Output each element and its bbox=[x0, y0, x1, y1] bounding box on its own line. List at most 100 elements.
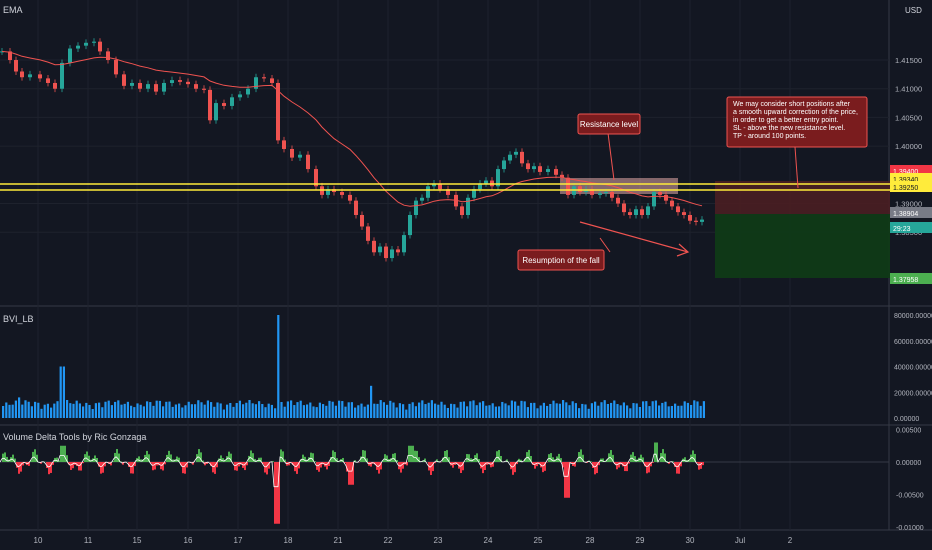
delta-bar bbox=[198, 449, 200, 462]
resistance-pointer bbox=[607, 132, 615, 181]
delta-bar bbox=[292, 462, 294, 465]
bvi-bar bbox=[107, 400, 110, 418]
delta-bar bbox=[192, 462, 194, 465]
delta-bar bbox=[330, 457, 332, 462]
resistance-callout[interactable] bbox=[577, 113, 641, 135]
delta-bar bbox=[700, 462, 702, 469]
bvi-bar bbox=[296, 402, 299, 418]
delta-bar bbox=[228, 451, 230, 462]
bvi-bar bbox=[280, 402, 283, 418]
delta-bar bbox=[18, 462, 20, 474]
bvi-bar bbox=[14, 400, 17, 418]
delta-bar bbox=[58, 460, 60, 462]
delta-bar bbox=[88, 455, 90, 462]
bvi-bar bbox=[242, 404, 245, 418]
bvi-bar bbox=[658, 405, 661, 418]
bvi-bar bbox=[462, 401, 465, 418]
bvi-tick-label: 80000.00000 bbox=[894, 313, 932, 320]
bvi-bar bbox=[203, 404, 206, 418]
bvi-bar bbox=[190, 404, 193, 418]
bvi-bar bbox=[440, 401, 443, 418]
delta-bar bbox=[276, 462, 278, 524]
delta-bar bbox=[264, 462, 266, 473]
bvi-bar bbox=[418, 402, 421, 418]
bvi-bar bbox=[197, 400, 200, 418]
delta-bar bbox=[98, 462, 100, 467]
bvi-bar bbox=[581, 403, 584, 418]
delta-bar bbox=[280, 449, 282, 462]
delta-bar bbox=[300, 459, 302, 462]
delta-bar bbox=[518, 458, 520, 462]
delta-bar bbox=[28, 462, 30, 466]
bvi-bar bbox=[379, 400, 382, 418]
bvi-bar bbox=[11, 404, 14, 418]
bvi-bar bbox=[184, 405, 187, 418]
delta-bar bbox=[614, 462, 616, 465]
delta-bar bbox=[446, 450, 448, 462]
candle-body bbox=[360, 214, 364, 227]
delta-bar bbox=[214, 462, 216, 474]
delta-bar bbox=[530, 455, 532, 462]
currency-label: USD bbox=[905, 6, 922, 15]
price-tick-label: 1.39000 bbox=[895, 200, 922, 209]
note-callout[interactable] bbox=[726, 96, 868, 148]
bvi-bar bbox=[88, 404, 91, 418]
bvi-bar bbox=[568, 405, 571, 418]
delta-bar bbox=[442, 457, 444, 462]
delta-bar bbox=[514, 462, 516, 473]
candle-body bbox=[682, 212, 686, 215]
delta-bar bbox=[548, 454, 550, 462]
bvi-bar bbox=[290, 400, 293, 418]
bvi-bar bbox=[232, 406, 235, 418]
bvi-bar bbox=[626, 405, 629, 418]
delta-bar bbox=[20, 462, 22, 472]
bvi-bar bbox=[21, 404, 24, 418]
bvi-bar bbox=[350, 402, 353, 418]
delta-bar bbox=[154, 462, 156, 470]
bvi-bar bbox=[622, 402, 625, 418]
delta-bar bbox=[328, 462, 330, 466]
time-tick-label: 29 bbox=[636, 536, 645, 545]
bvi-bar bbox=[510, 400, 513, 418]
target-zone[interactable] bbox=[715, 214, 890, 278]
candle-body bbox=[432, 183, 436, 187]
delta-bar bbox=[200, 452, 202, 462]
delta-bar bbox=[696, 462, 698, 464]
delta-bar bbox=[436, 459, 438, 462]
delta-bar bbox=[478, 458, 480, 462]
time-tick-label: 15 bbox=[133, 536, 142, 545]
delta-bar bbox=[282, 451, 284, 462]
bvi-bar bbox=[590, 403, 593, 418]
delta-bar bbox=[50, 462, 52, 473]
bvi-bar bbox=[594, 401, 597, 418]
bvi-bar bbox=[130, 405, 133, 418]
bvi-bar bbox=[485, 405, 488, 418]
delta-bar bbox=[702, 462, 704, 466]
resumption-callout[interactable] bbox=[517, 249, 605, 271]
delta-bar bbox=[182, 462, 184, 474]
candle-body bbox=[484, 180, 488, 184]
candle-body bbox=[658, 192, 662, 195]
delta-bar bbox=[610, 450, 612, 462]
price-tag-label: 1.38904 bbox=[893, 211, 918, 218]
bvi-bar bbox=[139, 404, 142, 418]
bvi-bar bbox=[171, 406, 174, 418]
stop-zone[interactable] bbox=[715, 181, 890, 214]
delta-bar bbox=[148, 454, 150, 462]
bvi-bar bbox=[34, 401, 37, 418]
delta-bar bbox=[364, 450, 366, 462]
delta-bar bbox=[186, 462, 188, 468]
candle-body bbox=[114, 60, 118, 75]
bvi-bar bbox=[398, 403, 401, 418]
fall-arrow[interactable] bbox=[579, 221, 689, 253]
bvi-bar bbox=[149, 402, 152, 418]
delta-bar bbox=[528, 449, 530, 462]
bvi-bar bbox=[299, 400, 302, 418]
delta-bar bbox=[516, 462, 518, 465]
bvi-bar bbox=[402, 404, 405, 418]
fall-arrowhead bbox=[676, 243, 690, 257]
delta-bar bbox=[632, 452, 634, 462]
delta-bar bbox=[168, 450, 170, 462]
pane-title-ema: EMA bbox=[3, 5, 23, 15]
